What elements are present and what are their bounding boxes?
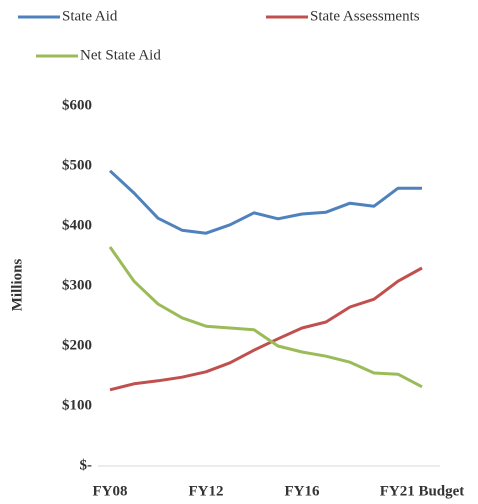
y-tick-label: $600 <box>62 97 92 113</box>
legend-label: State Assessments <box>310 8 420 24</box>
x-tick-label: FY21 Budget <box>380 483 465 499</box>
y-tick-label: $500 <box>62 157 92 173</box>
x-tick-label: FY08 <box>93 483 128 499</box>
y-tick-label: $300 <box>62 277 92 293</box>
series-line <box>109 266 423 392</box>
legend-label: Net State Aid <box>80 47 161 63</box>
series-line <box>108 246 423 389</box>
y-tick-label: $- <box>80 457 93 473</box>
x-tick-label: FY12 <box>189 483 224 499</box>
y-axis-label: Millions <box>9 259 25 312</box>
y-tick-label: $100 <box>62 397 92 413</box>
series-line <box>108 169 422 235</box>
x-tick-label: FY16 <box>285 483 320 499</box>
legend-label: State Aid <box>62 8 118 24</box>
y-tick-label: $400 <box>62 217 92 233</box>
y-tick-label: $200 <box>62 337 92 353</box>
